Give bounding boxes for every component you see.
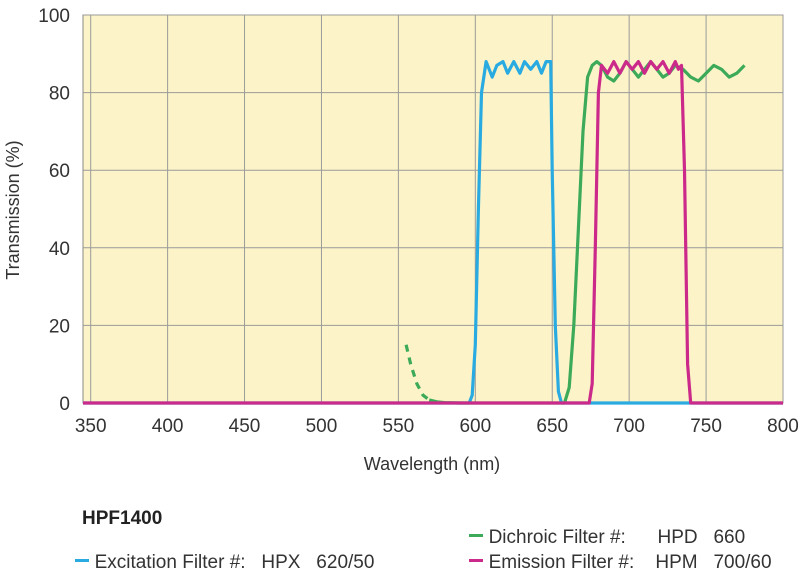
x-tick-label: 450 [229, 416, 261, 437]
transmission-chart: 350 400 450 500 550 600 650 700 750 800 0 20 40 60 80… [3, 6, 799, 474]
legend-emission: Emission Filter #: HPM 700/60 [458, 530, 772, 574]
legend-part-emission: HPM 700/60 [655, 552, 772, 573]
plot-area [82, 14, 784, 404]
y-tick-label: 40 [49, 239, 70, 260]
x-tick-label: 400 [152, 416, 184, 437]
x-axis-label: Wavelength (nm) [364, 454, 500, 474]
legend-part-excitation: HPX 620/50 [261, 552, 375, 573]
legend-label-emission: Emission Filter #: [488, 552, 635, 573]
y-axis-label: Transmission (%) [3, 140, 23, 279]
y-tick-label: 0 [59, 394, 70, 415]
product-code: HPF1400 [82, 508, 163, 529]
x-tick-label: 800 [767, 416, 799, 437]
series-excitation-line [83, 60, 783, 405]
y-tick-labels: 0 20 40 60 80 100 [38, 6, 70, 415]
legend-excitation: Excitation Filter #: HPX 620/50 [64, 530, 374, 574]
x-tick-label: 600 [459, 416, 491, 437]
x-tick-label: 700 [613, 416, 645, 437]
y-tick-label: 100 [38, 6, 70, 27]
series-layer [83, 60, 783, 405]
x-tick-label: 750 [690, 416, 722, 437]
x-tick-label: 550 [383, 416, 415, 437]
legend-swatch-excitation [74, 559, 89, 563]
legend-swatch-dichroic [468, 534, 483, 538]
legend-dichroic: Dichroic Filter #: HPD 660 [458, 505, 745, 549]
x-tick-label: 350 [75, 416, 107, 437]
legend-part-dichroic: HPD 660 [657, 527, 746, 548]
y-tick-label: 80 [49, 84, 70, 105]
x-tick-label: 650 [536, 416, 568, 437]
y-tick-label: 20 [49, 316, 70, 337]
y-tick-label: 60 [49, 161, 70, 182]
x-tick-label: 500 [306, 416, 338, 437]
x-tick-labels: 350 400 450 500 550 600 650 700 750 800 [75, 416, 799, 437]
series-emission-line [83, 60, 783, 405]
legend-swatch-emission [468, 559, 483, 563]
legend-label-dichroic: Dichroic Filter #: [488, 527, 626, 548]
series-dichroic-dashed [404, 344, 431, 402]
legend-label-excitation: Excitation Filter #: [94, 552, 246, 573]
